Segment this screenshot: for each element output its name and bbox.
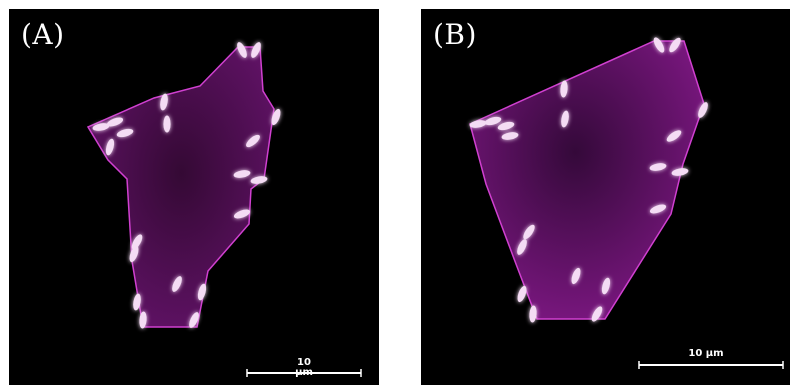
fluorescent-cell (560, 80, 568, 98)
fluorescent-cell (172, 276, 182, 292)
fluorescent-cell (591, 306, 603, 322)
cell-group-b (469, 37, 708, 323)
panel-a-image (86, 42, 362, 377)
fluorescent-cell (189, 312, 199, 328)
fluorescent-cell (139, 311, 147, 329)
fluorescent-cell (251, 42, 261, 58)
fluorescent-cell (653, 37, 665, 53)
fluorescent-cell (669, 37, 681, 53)
fluorescent-cell (469, 120, 487, 128)
panel-label-a: (A) (21, 18, 65, 51)
fluorescent-cell (561, 110, 569, 128)
fluorescent-cell (237, 42, 247, 58)
panel-b-image (469, 37, 784, 369)
panel-a: (A) 10 μm (9, 9, 379, 385)
fluorescent-cell (571, 267, 581, 285)
fluorescent-cell (133, 293, 141, 311)
scalebar-label-b: 10 μm (688, 348, 724, 359)
fluorescent-cell (529, 305, 537, 323)
fluorescent-cell (131, 234, 143, 250)
fluorescent-cell (698, 102, 708, 118)
fluorescent-cell (649, 163, 667, 171)
region-outline-a (86, 46, 275, 328)
fluorescent-cell (116, 128, 134, 138)
fluorescent-cell (163, 115, 171, 133)
fluorescent-cell (197, 283, 207, 301)
cell-group-a (92, 42, 281, 329)
fluorescent-cell (129, 245, 139, 263)
fluorescent-cell (666, 130, 682, 142)
fluorescent-cell (106, 117, 124, 127)
fluorescent-cell (160, 93, 168, 111)
fluorescent-cell (523, 224, 535, 240)
fluorescent-cell (501, 132, 519, 140)
fluorescent-cell (517, 239, 527, 255)
fluorescent-cell (246, 134, 260, 148)
fluorescent-cell (250, 176, 268, 184)
fluorescent-cell (517, 285, 527, 303)
fluorescent-cell (649, 204, 667, 214)
fluorescent-cell (105, 138, 115, 156)
scalebar-label-a: 10 μm (295, 357, 313, 378)
fluorescent-cell (601, 277, 611, 295)
fluorescent-cell (233, 170, 251, 178)
fluorescent-cell (497, 121, 515, 131)
panel-label-b: (B) (433, 18, 477, 51)
panel-b: (B) 10 μm (421, 9, 790, 385)
fluorescent-cell (271, 108, 281, 126)
fluorescent-cell (671, 168, 689, 176)
fluorescent-cell (92, 123, 110, 131)
fluorescent-cell (484, 116, 502, 126)
fluorescent-cell (233, 209, 251, 219)
region-outline-b (469, 40, 705, 320)
